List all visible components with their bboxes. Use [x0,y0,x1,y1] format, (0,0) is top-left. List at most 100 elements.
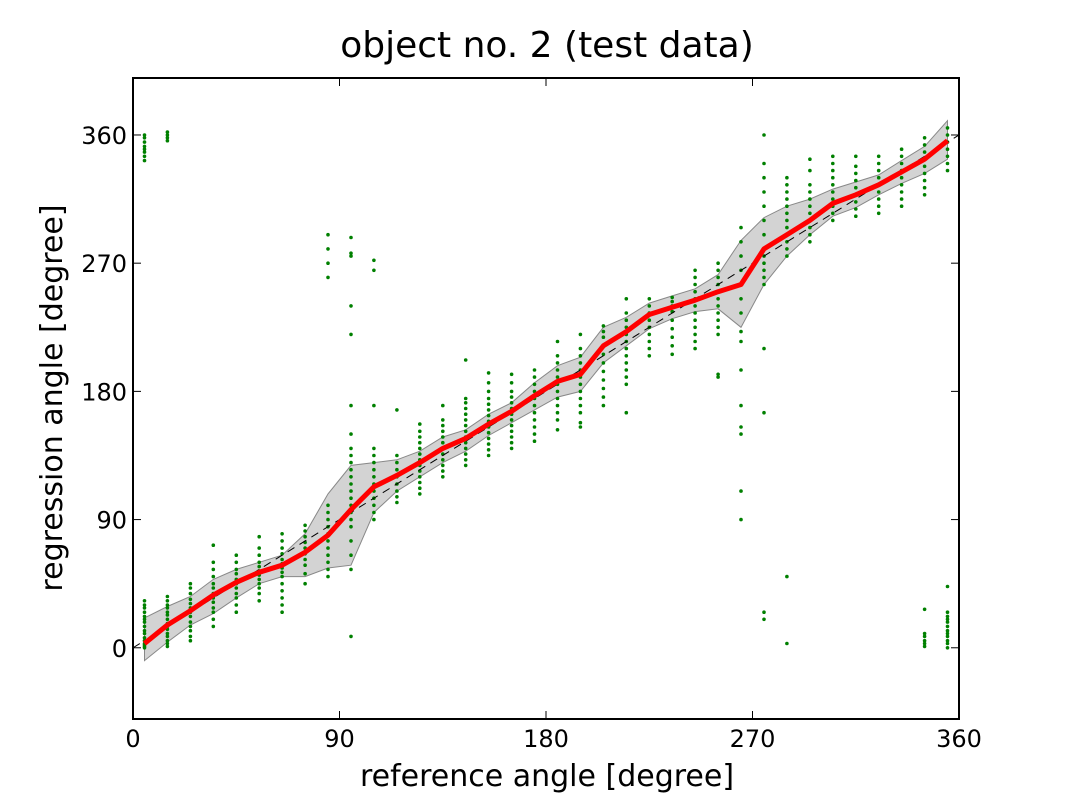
scatter-point [441,469,445,473]
scatter-point [509,435,514,439]
scatter-point [326,567,330,572]
scatter-point [739,240,743,244]
scatter-point [165,617,170,622]
scatter-point [234,596,239,600]
scatter-point [509,423,514,428]
scatter-point [486,453,491,458]
scatter-point [441,458,445,462]
scatter-point [762,346,766,351]
scatter-point [165,634,170,639]
scatter-point [349,251,353,255]
scatter-point [854,178,858,183]
scatter-point [762,190,766,194]
scatter-point [922,634,927,639]
x-tick-label: 90 [324,725,355,753]
scatter-point [785,204,789,208]
scatter-point [555,339,560,344]
scatter-point [418,480,422,485]
scatter-point [349,489,353,493]
scatter-point [142,606,147,610]
scatter-point [463,440,468,445]
scatter-point [647,304,652,308]
scatter-point [349,332,353,337]
x-tick-label: 180 [523,725,569,753]
scatter-point [188,628,193,633]
scatter-point [418,446,422,451]
scatter-point [532,439,537,444]
scatter-point [280,532,284,536]
scatter-point [142,154,147,159]
scatter-point [624,346,629,351]
scatter-point [280,546,284,550]
scatter-point [785,183,789,187]
scatter-point [945,168,950,173]
x-tick-label: 360 [936,725,982,753]
scatter-point [257,586,262,590]
scatter-point [899,183,904,187]
scatter-point [808,197,812,201]
scatter-point [739,311,743,315]
scatter-point [349,446,353,451]
scatter-point [601,324,606,328]
scatter-point [555,389,560,394]
scatter-point [601,361,606,365]
scatter-point [372,510,376,515]
scatter-point [142,599,147,603]
scatter-point [303,571,307,576]
scatter-point [762,218,766,223]
scatter-point [486,436,491,441]
scatter-point [326,247,330,251]
scatter-point [165,631,170,636]
scatter-point [418,435,422,439]
scatter-point [142,603,147,607]
scatter-point [831,218,835,223]
scatter-point [601,329,606,334]
scatter-point [326,503,330,508]
scatter-point [441,418,445,422]
scatter-point [578,420,583,425]
scatter-point [280,539,284,543]
scatter-point [785,211,789,216]
scatter-point [486,408,491,412]
scatter-point [486,442,491,446]
scatter-point [831,175,835,180]
scatter-point [441,463,445,468]
scatter-point [624,318,629,323]
scatter-point [280,581,284,586]
scatter-point [234,567,239,572]
scatter-point [326,546,330,550]
scatter-point [441,403,445,408]
scatter-point [693,332,697,337]
scatter-point [372,503,376,508]
scatter-point [463,406,468,411]
scatter-point [257,546,262,550]
scatter-point [716,304,720,308]
scatter-point [624,297,629,301]
scatter-point [922,136,927,140]
scatter-point [486,389,491,394]
scatter-point [349,539,353,543]
scatter-point [876,197,881,201]
scatter-point [372,467,376,472]
scatter-point [532,432,537,436]
scatter-point [303,557,307,562]
scatter-point [808,157,812,161]
scatter-point [899,161,904,166]
scatter-point [670,326,674,331]
y-tick-label: 180 [81,378,127,406]
scatter-point [555,410,560,415]
scatter-point [165,613,170,617]
scatter-point [326,539,330,543]
scatter-point [486,402,491,407]
scatter-point [922,143,927,147]
scatter-point [188,614,193,619]
scatter-point [601,352,606,357]
scatter-point [234,586,239,590]
scatter-point [257,564,262,569]
scatter-point [624,361,629,365]
scatter-point [463,358,468,362]
scatter-point [601,403,606,408]
scatter-point [211,624,216,629]
scatter-point [165,644,170,649]
scatter-point [532,375,537,379]
